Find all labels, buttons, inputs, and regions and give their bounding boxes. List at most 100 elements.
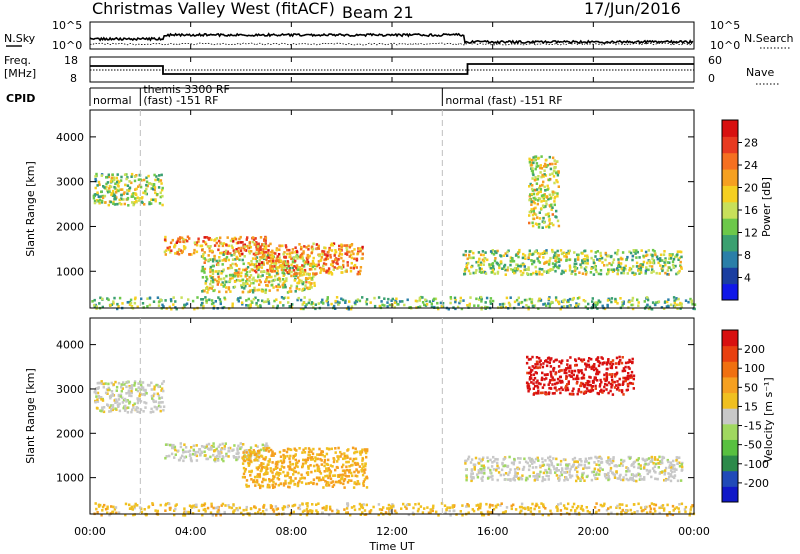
power-echo-cell [547, 263, 551, 266]
power-echo-cell [606, 299, 610, 302]
power-echo-cell [259, 236, 263, 239]
velocity-echo-cell [405, 503, 409, 507]
velocity-echo-cell [618, 355, 621, 359]
power-echo-cell [669, 254, 673, 257]
power-echo-cell [538, 255, 541, 259]
velocity-echo-cell [622, 367, 626, 370]
velocity-echo-cell [509, 478, 512, 481]
velocity-echo-cell [210, 448, 213, 451]
power-echo-cell [342, 263, 345, 267]
power-echo-cell [464, 250, 467, 253]
velocity-echo-cell [160, 389, 163, 392]
velocity-echo-cell [554, 358, 557, 362]
power-echo-cell [231, 302, 234, 306]
velocity-echo-cell [361, 448, 364, 452]
power-echo-cell [556, 180, 559, 184]
power-echo-cell [532, 260, 536, 264]
velocity-echo-cell [637, 457, 640, 460]
velocity-echo-cell [645, 469, 649, 472]
velocity-echo-cell [562, 504, 566, 507]
power-echo-cell [549, 197, 552, 200]
velocity-echo-cell [528, 387, 531, 391]
power-echo-region [91, 295, 697, 311]
power-echo-cell [229, 264, 232, 267]
velocity-echo-cell [528, 371, 531, 375]
power-echo-cell [263, 239, 266, 242]
velocity-echo-cell [562, 458, 566, 461]
power-echo-cell [101, 297, 104, 301]
velocity-echo-cell [610, 511, 613, 515]
velocity-echo-cell [661, 455, 664, 459]
time-tick-label: 00:00 [678, 525, 710, 538]
velocity-echo-cell [673, 470, 676, 473]
velocity-echo-cell [673, 464, 676, 467]
velocity-echo-cell [584, 368, 587, 371]
velocity-echo-cell [142, 388, 146, 392]
velocity-echo-cell [554, 372, 557, 376]
power-echo-cell [546, 212, 549, 216]
colorbar-cell [722, 169, 738, 186]
velocity-echo-cell [121, 383, 125, 386]
power-echo-cell [313, 267, 317, 271]
power-echo-cell [212, 289, 215, 293]
power-echo-cell [490, 271, 493, 274]
power-echo-cell [255, 260, 259, 263]
power-echo-cell [645, 268, 648, 271]
power-echo-cell [573, 251, 576, 254]
velocity-echo-cell [589, 384, 592, 387]
power-echo-cell [532, 156, 535, 159]
power-echo-cell [219, 302, 222, 306]
velocity-echo-cell [114, 407, 117, 410]
velocity-echo-cell [613, 380, 616, 384]
power-echo-cell [211, 272, 215, 275]
power-echo-cell [573, 262, 576, 266]
power-echo-cell [549, 256, 552, 260]
power-echo-cell [527, 307, 530, 311]
power-echo-region [528, 155, 561, 229]
power-echo-cell [224, 257, 228, 261]
power-echo-cell [555, 179, 558, 182]
power-echo-cell [339, 249, 342, 253]
power-echo-cell [441, 302, 445, 305]
velocity-echo-cell [305, 458, 308, 462]
power-echo-cell [620, 267, 623, 270]
power-echo-cell [234, 250, 237, 253]
velocity-echo-cell [580, 369, 583, 372]
power-echo-cell [261, 290, 264, 293]
velocity-echo-cell [366, 476, 369, 480]
power-echo-cell [299, 255, 302, 258]
power-echo-cell [534, 167, 537, 171]
power-echo-cell [279, 244, 282, 248]
velocity-echo-cell [300, 481, 304, 484]
power-echo-cell [472, 251, 475, 255]
power-echo-cell [231, 258, 235, 261]
power-echo-cell [225, 244, 228, 247]
nsky-label: N.Sky [4, 32, 36, 45]
velocity-echo-cell [328, 472, 332, 475]
velocity-echo-cell [292, 473, 295, 476]
velocity-echo-cell [579, 477, 583, 481]
velocity-echo-cell [348, 470, 351, 474]
velocity-echo-cell [507, 473, 510, 477]
power-echo-cell [635, 265, 639, 268]
velocity-echo-cell [446, 506, 449, 509]
power-echo-cell [414, 299, 418, 303]
velocity-echo-cell [102, 382, 105, 386]
velocity-echo-cell [621, 503, 624, 506]
velocity-echo-cell [350, 479, 353, 482]
power-echo-cell [531, 184, 534, 187]
power-echo-cell [568, 266, 572, 269]
power-echo-cell [207, 236, 210, 240]
velocity-echo-cell [624, 379, 627, 383]
velocity-echo-cell [631, 382, 635, 385]
velocity-echo-cell [293, 466, 296, 470]
power-echo-cell [304, 284, 307, 287]
power-echo-cell [117, 185, 120, 188]
power-echo-cell [323, 258, 326, 262]
velocity-echo-cell [272, 510, 276, 513]
power-echo-cell [383, 304, 386, 307]
velocity-echo-cell [341, 475, 344, 479]
power-echo-cell [617, 258, 620, 261]
power-echo-cell [235, 255, 238, 259]
velocity-echo-cell [620, 510, 623, 514]
